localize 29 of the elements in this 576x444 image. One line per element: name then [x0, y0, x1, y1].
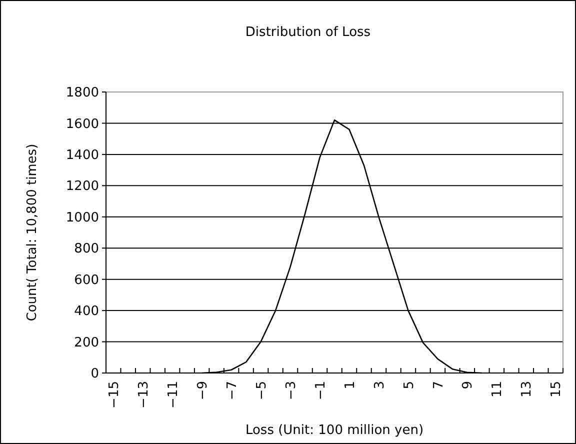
- x-tick-label: 15: [549, 381, 564, 398]
- x-tick-label: −13: [136, 381, 152, 408]
- x-tick-label: −1: [313, 381, 328, 400]
- y-tick-label: 1400: [66, 148, 99, 163]
- y-tick-label: 1600: [66, 116, 99, 132]
- y-tick-label: 600: [74, 272, 99, 288]
- x-tick-label: 13: [520, 381, 535, 398]
- x-tick-label: −5: [254, 381, 270, 400]
- x-tick-label: 5: [402, 381, 417, 390]
- y-tick-label: 400: [74, 304, 99, 320]
- x-tick-label: −9: [195, 381, 210, 400]
- x-tick-label: 1: [342, 381, 358, 390]
- x-tick-label: −3: [284, 381, 299, 400]
- y-axis-title: Count( Total: 10,800 times): [25, 144, 40, 322]
- y-tick-label: 1800: [66, 86, 99, 101]
- y-tick-label: 1200: [66, 179, 99, 194]
- y-tick-label: 1000: [66, 210, 99, 226]
- y-tick-label: 800: [74, 242, 99, 257]
- x-tick-label: −15: [106, 381, 122, 408]
- chart-title: Distribution of Loss: [245, 25, 371, 40]
- x-tick-label: 9: [460, 381, 476, 390]
- x-axis-title: Loss (Unit: 100 million yen): [245, 423, 424, 438]
- x-tick-label: 3: [372, 381, 388, 390]
- y-tick-label: 200: [74, 335, 99, 350]
- x-tick-label: −7: [224, 381, 240, 400]
- x-tick-label: 7: [431, 381, 446, 390]
- x-tick-label: 11: [490, 381, 506, 398]
- y-tick-label: 0: [90, 366, 99, 382]
- x-tick-label: −11: [166, 381, 181, 408]
